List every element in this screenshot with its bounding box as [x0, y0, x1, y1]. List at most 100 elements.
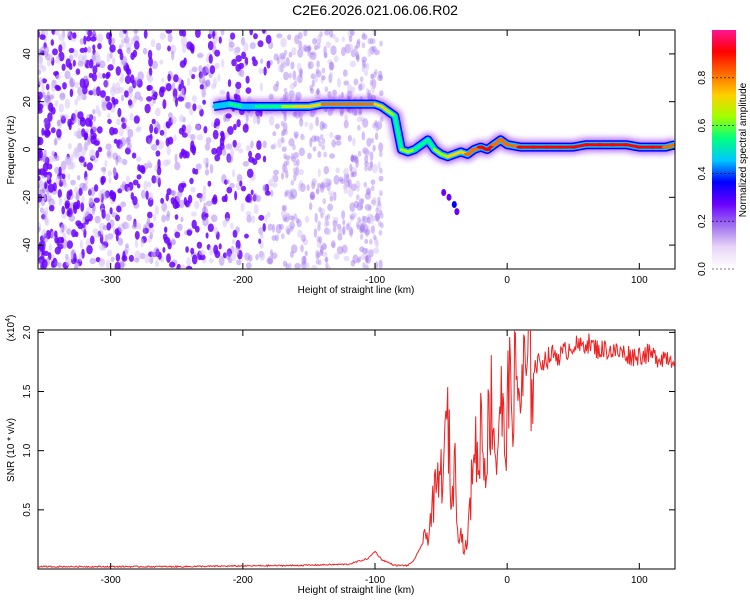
noise-dot: [38, 226, 41, 233]
noise-dot: [227, 79, 232, 88]
noise-dot: [292, 144, 296, 151]
noise-dot: [201, 70, 206, 78]
noise-dot: [101, 245, 107, 251]
noise-dot: [38, 76, 43, 86]
noise-dot: [231, 58, 237, 67]
noise-dot: [197, 52, 204, 59]
noise-dot: [225, 113, 232, 119]
noise-dot: [89, 196, 94, 206]
noise-dot: [72, 59, 76, 67]
noise-dot: [185, 246, 189, 253]
noise-dot: [329, 132, 334, 138]
noise-dot: [117, 237, 124, 246]
ridge-point: [569, 145, 578, 149]
noise-dot: [117, 188, 123, 194]
noise-dot: [87, 136, 91, 146]
spectrogram-y-ticks: -40 -20 0 20 40: [22, 48, 675, 252]
noise-dot: [68, 122, 72, 131]
noise-dot: [361, 66, 365, 73]
noise-dot: [357, 124, 361, 131]
x-tick-label: 100: [631, 575, 648, 586]
noise-dot: [131, 224, 138, 230]
noise-dot: [355, 159, 359, 168]
noise-dot: [61, 173, 66, 180]
noise-dot: [232, 229, 238, 238]
noise-dot: [255, 112, 261, 119]
noise-dot: [226, 186, 233, 194]
noise-dot: [151, 118, 156, 125]
noise-dot: [125, 42, 132, 50]
noise-dot: [171, 82, 176, 92]
noise-dot: [363, 223, 368, 233]
noise-dot: [330, 241, 336, 248]
noise-dot: [134, 239, 139, 249]
noise-dot: [57, 120, 63, 129]
ridge-point: [635, 145, 644, 149]
noise-dot: [127, 142, 132, 150]
noise-dot: [189, 177, 194, 185]
noise-dot: [38, 30, 41, 38]
noise-dot: [177, 77, 182, 84]
ridge-point: [470, 147, 479, 152]
noise-dot: [197, 104, 203, 111]
noise-dot: [207, 40, 214, 51]
noise-dot: [235, 81, 242, 90]
noise-dot: [62, 82, 67, 90]
noise-dot: [324, 257, 328, 263]
secondary-point: [451, 201, 457, 208]
noise-dot: [180, 148, 185, 156]
noise-dot: [53, 71, 59, 77]
noise-dot: [126, 47, 131, 54]
noise-dot: [293, 131, 299, 138]
noise-dot: [336, 223, 342, 230]
noise-dot: [337, 233, 343, 241]
noise-dot: [161, 202, 167, 212]
noise-dot: [73, 130, 78, 137]
noise-dot: [183, 197, 188, 206]
ridge-point: [476, 145, 485, 149]
noise-dot: [213, 35, 219, 41]
noise-dot: [68, 189, 73, 197]
noise-dot: [83, 47, 88, 53]
noise-dot: [122, 158, 128, 166]
noise-dot: [364, 148, 370, 157]
noise-dot: [91, 206, 96, 215]
noise-dot: [86, 162, 94, 171]
noise-dot: [179, 114, 184, 123]
noise-dot: [345, 223, 350, 231]
noise-dot: [64, 200, 71, 209]
noise-dot: [136, 222, 142, 230]
noise-dot: [324, 220, 328, 228]
noise-dot: [160, 197, 165, 204]
noise-dot: [42, 259, 48, 269]
noise-dot: [186, 257, 192, 267]
noise-dot: [188, 108, 194, 116]
noise-dot: [367, 137, 372, 144]
noise-dot: [283, 217, 290, 223]
ridge-point: [622, 143, 631, 147]
noise-dot: [100, 175, 107, 184]
noise-dot: [250, 189, 254, 196]
noise-dot: [84, 176, 89, 186]
noise-dot: [44, 182, 48, 190]
noise-dot: [147, 49, 153, 60]
noise-dot: [361, 56, 368, 63]
noise-dot: [48, 155, 54, 163]
noise-dot: [236, 119, 241, 128]
noise-dot: [134, 80, 138, 87]
noise-dot: [318, 206, 322, 213]
noise-dot: [354, 156, 359, 164]
noise-dot: [370, 73, 375, 80]
x-tick-label: 0: [504, 275, 510, 286]
noise-dot: [229, 182, 235, 189]
noise-dot: [121, 117, 126, 123]
noise-dot: [77, 127, 81, 136]
noise-dot: [145, 190, 149, 200]
noise-dot: [88, 59, 94, 69]
noise-dot: [166, 188, 172, 196]
noise-dot: [233, 93, 238, 100]
noise-dot: [327, 59, 333, 65]
noise-dot: [228, 41, 235, 48]
noise-dot: [146, 96, 153, 102]
noise-dot: [281, 204, 286, 211]
